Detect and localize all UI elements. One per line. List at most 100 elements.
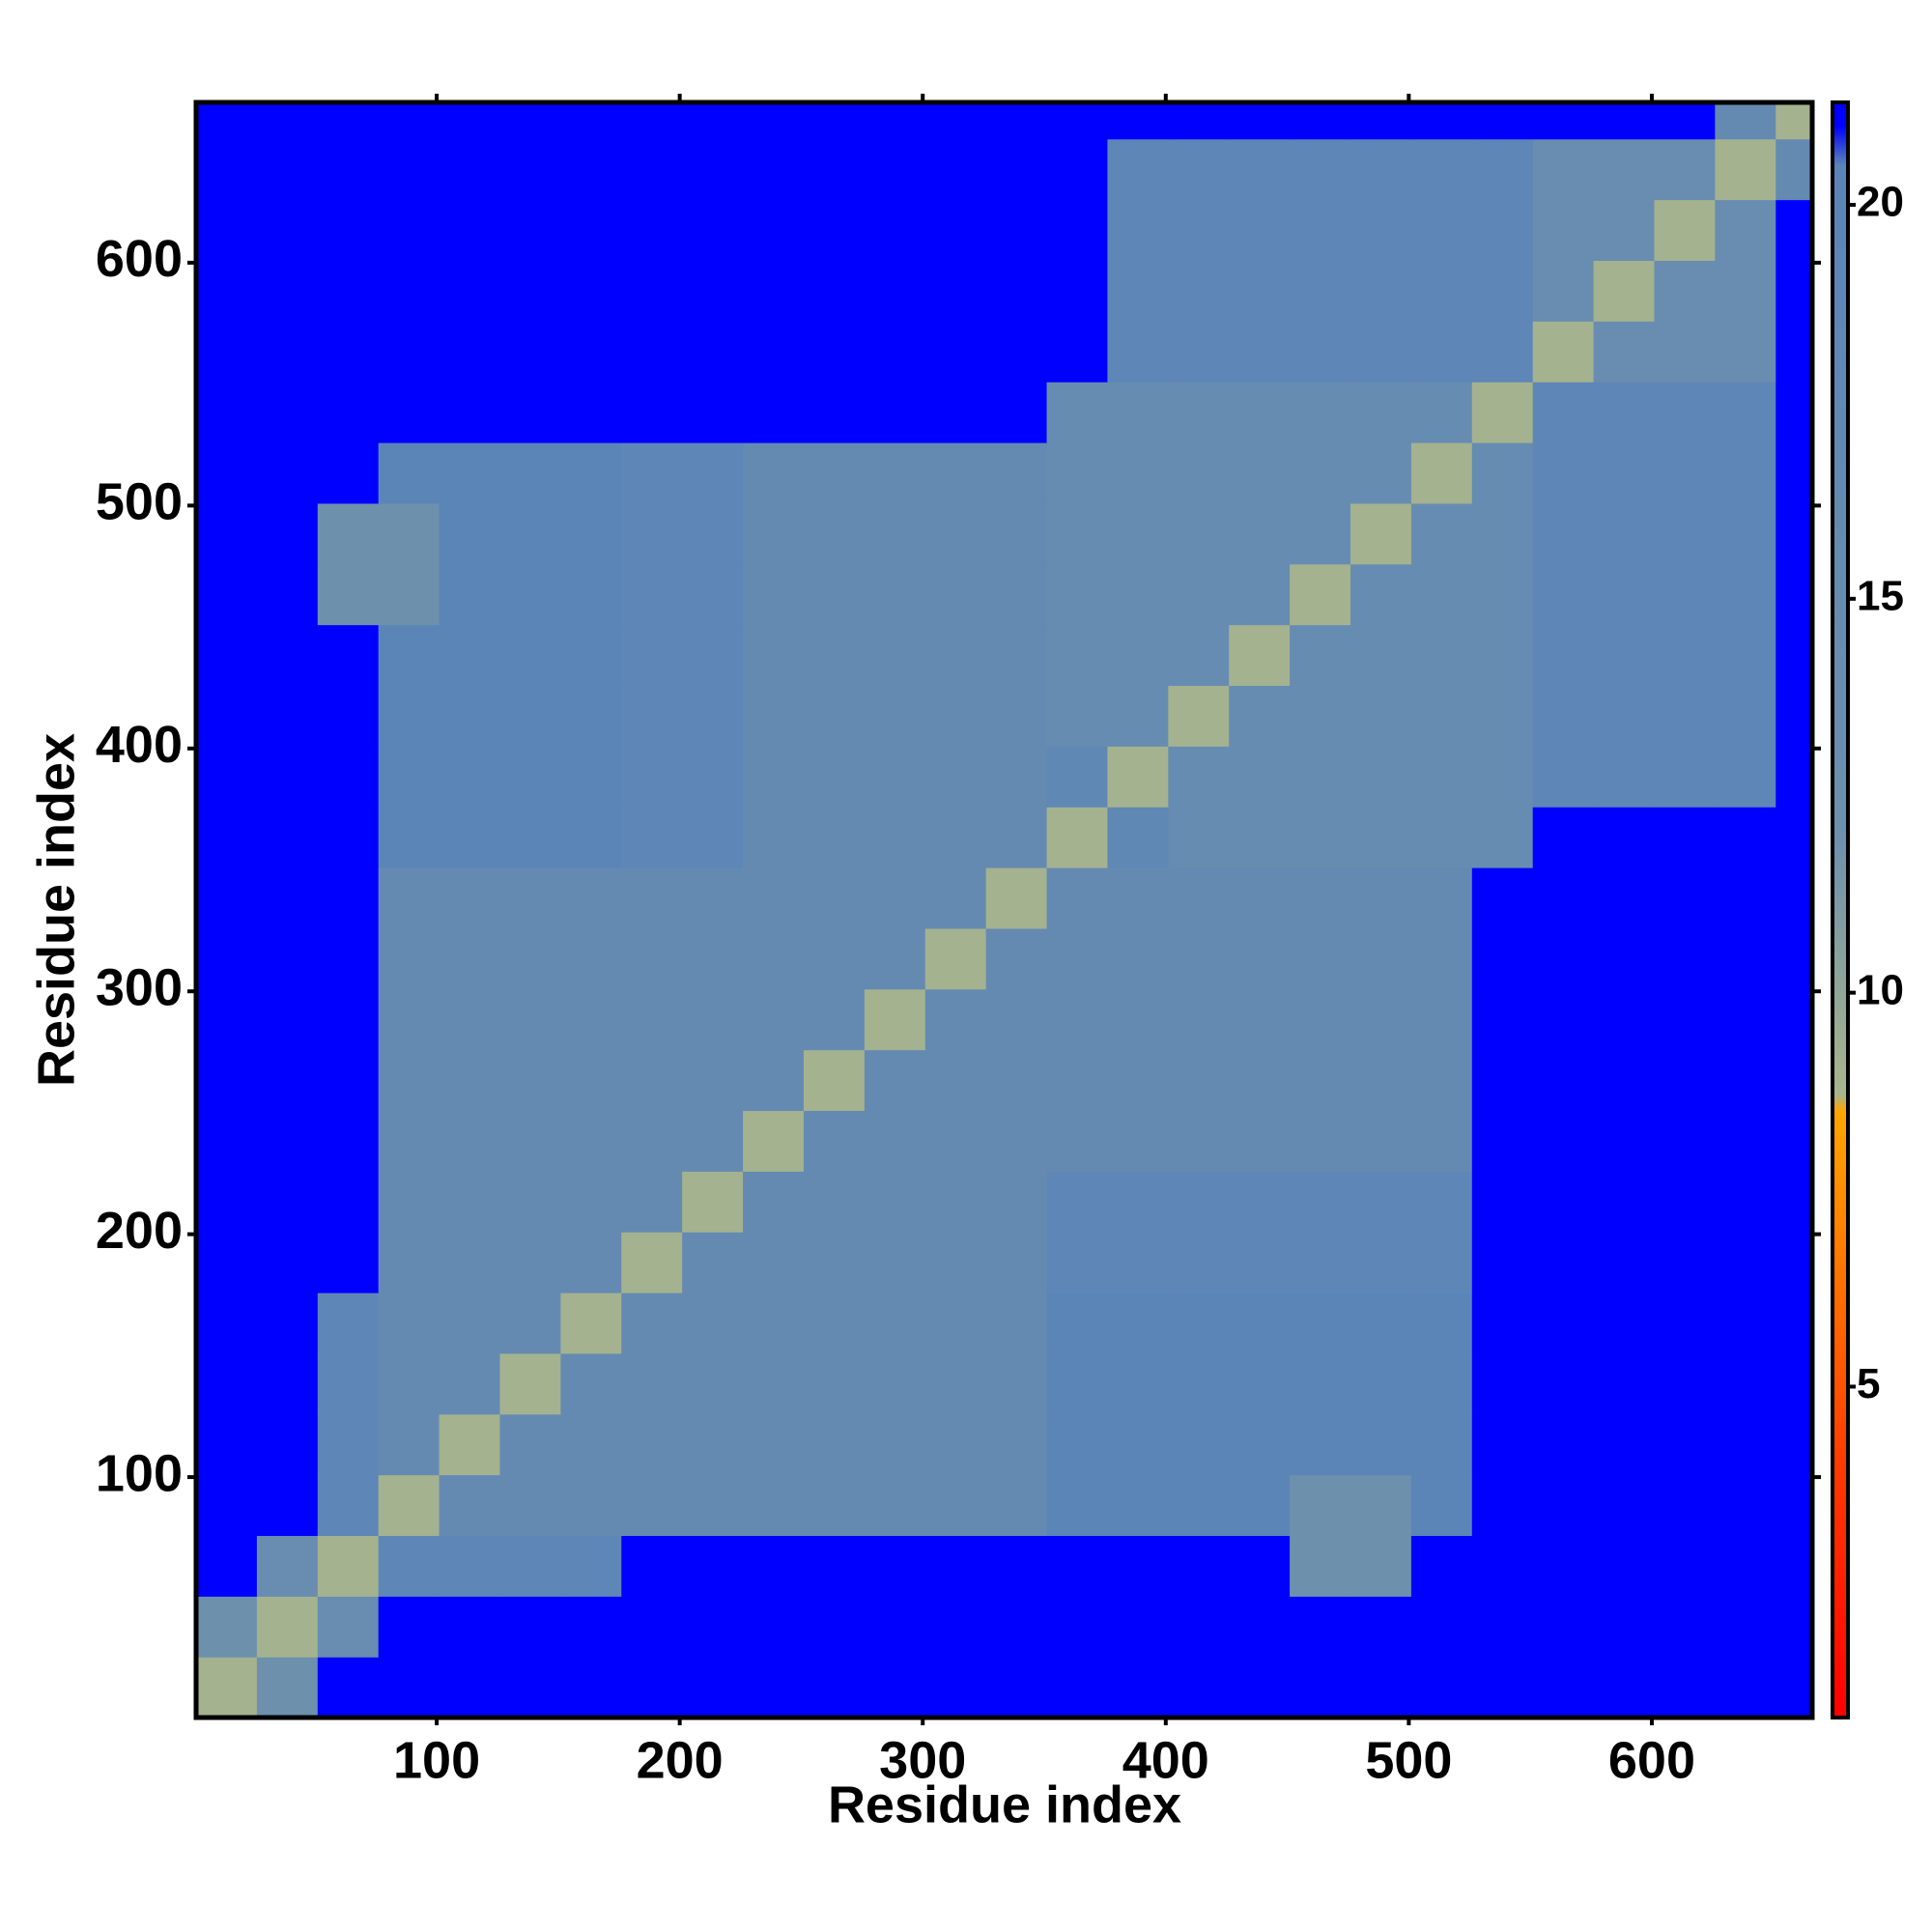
heatmap-cell	[1107, 102, 1169, 140]
heatmap-cell	[1229, 685, 1291, 747]
heatmap-cell	[378, 1596, 440, 1658]
heatmap-cell	[1593, 927, 1656, 990]
heatmap-cell	[196, 1049, 258, 1112]
heatmap-cell	[621, 1110, 683, 1172]
heatmap-cell	[1350, 1110, 1412, 1172]
heatmap-cell	[439, 502, 501, 565]
heatmap-cell	[439, 563, 501, 626]
heatmap-cell	[743, 1596, 805, 1658]
heatmap-cell	[1290, 807, 1351, 868]
heatmap-cell	[560, 1474, 622, 1537]
heatmap-cell	[560, 1293, 622, 1354]
heatmap-cell	[924, 1232, 987, 1293]
heatmap-cell	[1532, 382, 1595, 443]
heatmap-cell	[803, 624, 866, 687]
heatmap-cell	[1532, 685, 1595, 747]
heatmap-cell	[499, 927, 561, 990]
heatmap-cell	[317, 1352, 380, 1415]
heatmap-cell	[803, 1596, 866, 1658]
heatmap-cell	[499, 867, 561, 929]
heatmap-cell	[985, 1657, 1048, 1719]
heatmap-cell	[1654, 1110, 1716, 1172]
heatmap-cell	[378, 988, 440, 1051]
heatmap-cell	[256, 867, 319, 929]
heatmap-cell	[196, 442, 258, 504]
heatmap-cell	[1290, 685, 1351, 747]
heatmap-cell	[1168, 1171, 1230, 1233]
heatmap-cell	[560, 1596, 622, 1658]
heatmap-cell	[1532, 138, 1595, 201]
heatmap-cell	[1168, 746, 1230, 808]
heatmap-cell	[1107, 382, 1169, 443]
heatmap-cell	[1532, 1413, 1595, 1476]
heatmap-cell	[1776, 502, 1813, 565]
heatmap-cell	[1593, 807, 1656, 868]
heatmap-cell	[1776, 1657, 1813, 1719]
heatmap-cell	[743, 260, 805, 322]
heatmap-cell	[985, 1352, 1048, 1415]
heatmap-cell	[378, 1293, 440, 1354]
heatmap-cell	[1046, 1596, 1109, 1658]
heatmap-cell	[864, 1535, 926, 1597]
heatmap-cell	[864, 867, 926, 929]
heatmap-cell	[196, 1232, 258, 1293]
heatmap-cell	[1593, 1413, 1656, 1476]
heatmap-cell	[1410, 1413, 1473, 1476]
heatmap-cell	[1350, 1293, 1412, 1354]
heatmap-cell	[1168, 102, 1230, 140]
heatmap-cell	[1350, 1596, 1412, 1658]
heatmap-cell	[1654, 1596, 1716, 1658]
heatmap-cell	[499, 1474, 561, 1537]
heatmap-cell	[1776, 1049, 1813, 1112]
heatmap-cell	[1410, 563, 1473, 626]
heatmap-cell	[1168, 624, 1230, 687]
heatmap-cell	[682, 1049, 744, 1112]
heatmap-cell	[1532, 1596, 1595, 1658]
heatmap-cell	[1107, 685, 1169, 747]
heatmap-cell	[1046, 1535, 1109, 1597]
heatmap-cell	[743, 1110, 805, 1172]
heatmap-cell	[1168, 1596, 1230, 1658]
heatmap-cell	[985, 442, 1048, 504]
heatmap-cell	[621, 1657, 683, 1719]
heatmap-cell	[1229, 1535, 1291, 1597]
heatmap-cell	[1350, 102, 1412, 140]
heatmap-cell	[1290, 624, 1351, 687]
heatmap-cell	[1532, 1110, 1595, 1172]
heatmap-cell	[1350, 442, 1412, 504]
heatmap-cell	[864, 1049, 926, 1112]
heatmap-cell	[1532, 1293, 1595, 1354]
heatmap-cell	[1532, 199, 1595, 262]
heatmap-cell	[1290, 442, 1351, 504]
heatmap-cell	[1410, 988, 1473, 1051]
heatmap-cell	[924, 685, 987, 747]
heatmap-cell	[317, 502, 380, 565]
heatmap-cell	[378, 321, 440, 383]
heatmap-cell	[1593, 1049, 1656, 1112]
heatmap-cell	[1229, 1657, 1291, 1719]
heatmap-cell	[1715, 382, 1776, 443]
heatmap-cell	[1715, 1352, 1776, 1415]
heatmap-cell	[1410, 199, 1473, 262]
heatmap-cell	[743, 624, 805, 687]
heatmap-cell	[1168, 1535, 1230, 1597]
heatmap-cell	[1410, 685, 1473, 747]
y-tick-label: 600	[96, 230, 183, 288]
heatmap-cell	[924, 563, 987, 626]
heatmap-cell	[1410, 1293, 1473, 1354]
heatmap-cell	[1776, 1293, 1813, 1354]
heatmap-cell	[1046, 927, 1109, 990]
heatmap-cell	[1229, 442, 1291, 504]
heatmap-cell	[864, 988, 926, 1051]
heatmap-cell	[621, 442, 683, 504]
heatmap-cell	[1532, 321, 1595, 383]
heatmap-cell	[1290, 502, 1351, 565]
heatmap-cell	[985, 1049, 1048, 1112]
heatmap-cell	[924, 102, 987, 140]
heatmap-cell	[1107, 321, 1169, 383]
heatmap-cell	[1471, 1049, 1534, 1112]
heatmap-cell	[1471, 867, 1534, 929]
heatmap-cell	[1107, 867, 1169, 929]
heatmap-cell	[1229, 1110, 1291, 1172]
heatmap-cell	[196, 867, 258, 929]
